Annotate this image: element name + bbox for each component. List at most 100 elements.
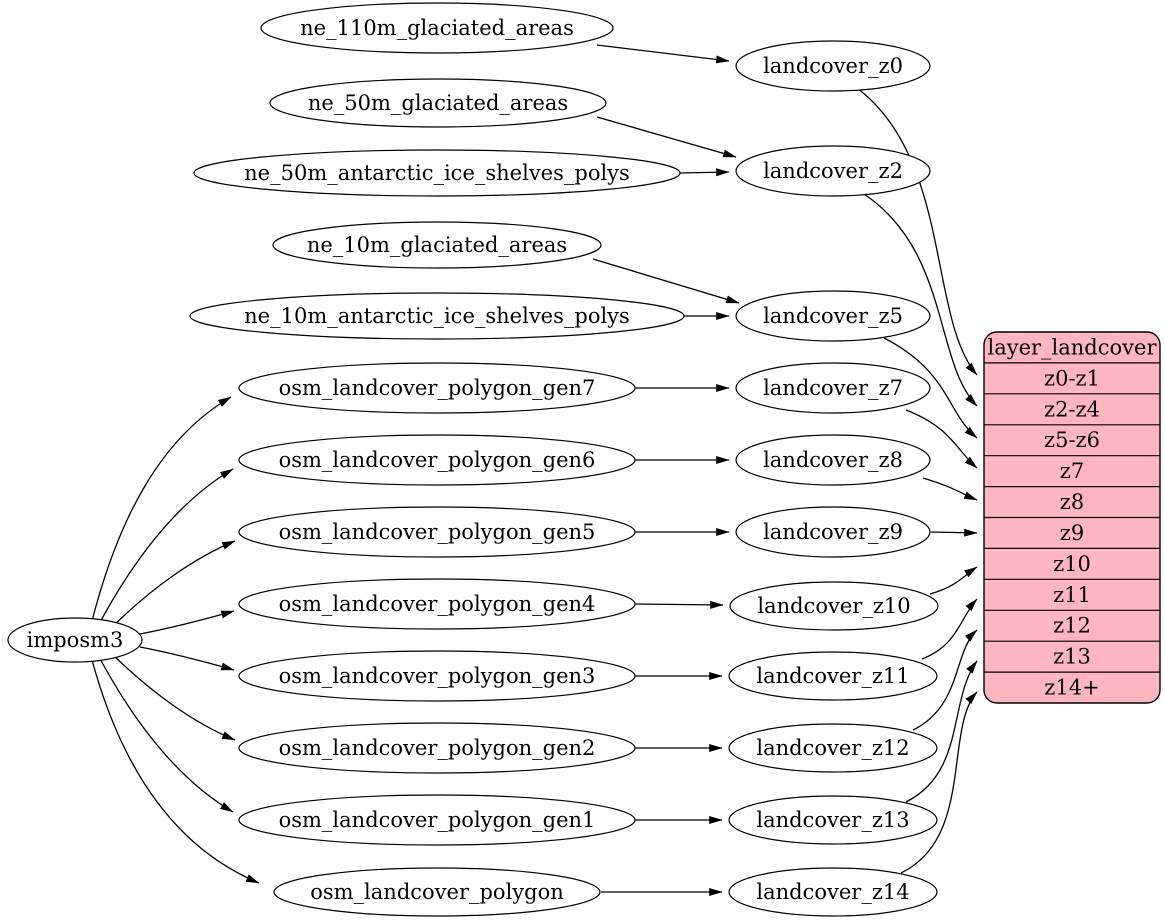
node-osm_landcover_polygon_gen3: osm_landcover_polygon_gen3	[238, 650, 636, 702]
node-landcover_z0: landcover_z0	[735, 40, 931, 92]
edge-z12-row	[912, 629, 978, 731]
node-ne_10m_glaciated_areas: ne_10m_glaciated_areas	[272, 221, 602, 269]
node-shape	[728, 651, 938, 701]
node-label: landcover_z7	[763, 376, 903, 400]
edge-z2-row	[863, 193, 978, 407]
table-row-z5-z6: z5-z6	[1044, 428, 1100, 452]
node-label: imposm3	[27, 628, 124, 652]
node-label: osm_landcover_polygon_gen4	[279, 592, 596, 616]
node-osm_landcover_polygon_gen7: osm_landcover_polygon_gen7	[238, 362, 636, 414]
edge-z14-row	[900, 691, 978, 874]
edge-imposm3-gen7	[91, 396, 232, 622]
node-shape	[238, 506, 636, 558]
node-shape	[260, 2, 614, 54]
edge-imposm3-polygon	[91, 659, 260, 884]
edge-z11-row	[921, 598, 978, 660]
edge-z10-row	[929, 566, 978, 595]
node-label: landcover_z9	[763, 520, 903, 544]
node-osm_landcover_polygon_gen6: osm_landcover_polygon_gen6	[238, 434, 636, 486]
node-label: landcover_z12	[756, 736, 909, 760]
node-shape	[735, 434, 931, 486]
node-osm_landcover_polygon: osm_landcover_polygon	[273, 867, 601, 917]
node-label: osm_landcover_polygon	[310, 880, 564, 904]
node-landcover_z2: landcover_z2	[735, 145, 931, 197]
node-shape	[238, 434, 636, 486]
node-ne_50m_glaciated_areas: ne_50m_glaciated_areas	[269, 78, 607, 128]
edge-gen4-z10	[634, 600, 724, 609]
node-landcover_z8: landcover_z8	[735, 434, 931, 486]
node-label: osm_landcover_polygon_gen2	[279, 736, 596, 760]
table-row-z0-z1: z0-z1	[1044, 366, 1100, 390]
node-label: osm_landcover_polygon_gen1	[279, 808, 596, 832]
node-osm_landcover_polygon_gen1: osm_landcover_polygon_gen1	[238, 794, 636, 846]
table-row-z9: z9	[1060, 521, 1084, 545]
node-label: ne_50m_antarctic_ice_shelves_polys	[244, 161, 630, 185]
node-ne_10m_antarctic_ice_shelves_polys: ne_10m_antarctic_ice_shelves_polys	[189, 292, 685, 340]
node-ne_50m_antarctic_ice_shelves_polys: ne_50m_antarctic_ice_shelves_polys	[193, 149, 681, 197]
table-row-z13: z13	[1053, 645, 1091, 669]
edge-imposm3-gen2	[107, 649, 236, 741]
table-row-z12: z12	[1053, 614, 1091, 638]
node-label: osm_landcover_polygon_gen7	[279, 376, 596, 400]
node-label: ne_10m_glaciated_areas	[307, 233, 567, 257]
node-shape	[189, 292, 685, 340]
node-shape	[238, 794, 636, 846]
edge-z5-row	[883, 337, 978, 439]
node-shape	[273, 867, 601, 917]
table-row-z11: z11	[1053, 583, 1091, 607]
node-shape	[735, 40, 931, 92]
node-shape	[735, 362, 931, 414]
node-label: ne_10m_antarctic_ice_shelves_polys	[244, 304, 630, 328]
table-row-z10: z10	[1053, 552, 1091, 576]
node-landcover_z10: landcover_z10	[729, 581, 939, 631]
edge-ne110m-z0	[596, 44, 730, 64]
edge-layer	[91, 44, 978, 896]
node-label: landcover_z13	[756, 808, 909, 832]
node-label: osm_landcover_polygon_gen3	[279, 664, 596, 688]
edge-ne50m-glaciated-z2	[596, 116, 737, 158]
node-shape	[238, 362, 636, 414]
edge-z7-row	[905, 409, 978, 469]
node-shape	[193, 149, 681, 197]
node-shape	[735, 290, 931, 342]
node-landcover_z9: landcover_z9	[735, 506, 931, 558]
node-shape	[238, 722, 636, 774]
table-row-z14plus: z14+	[1044, 676, 1099, 700]
edge-z0-row	[856, 87, 978, 376]
node-label: osm_landcover_polygon_gen6	[279, 448, 596, 472]
node-label: landcover_z11	[756, 664, 909, 688]
node-osm_landcover_polygon_gen5: osm_landcover_polygon_gen5	[238, 506, 636, 558]
node-label: landcover_z14	[756, 880, 909, 904]
node-label: landcover_z8	[763, 448, 903, 472]
node-label: ne_50m_glaciated_areas	[308, 91, 568, 115]
table-row-z2-z4: z2-z4	[1044, 397, 1100, 421]
node-osm_landcover_polygon_gen4: osm_landcover_polygon_gen4	[238, 578, 636, 630]
node-label: landcover_z0	[763, 54, 903, 78]
node-osm_landcover_polygon_gen2: osm_landcover_polygon_gen2	[238, 722, 636, 774]
table-row-z7: z7	[1060, 459, 1084, 483]
node-shape	[729, 581, 939, 631]
node-shape	[7, 617, 143, 663]
edge-z8-row	[922, 477, 978, 501]
edge-z13-row	[905, 660, 978, 803]
edge-imposm3-gen4	[139, 610, 235, 635]
edge-imposm3-gen6	[97, 468, 234, 627]
node-landcover_z14: landcover_z14	[728, 867, 938, 917]
node-shape	[269, 78, 607, 128]
edge-ne10m-glaciated-z5	[592, 258, 740, 304]
node-shape	[728, 723, 938, 773]
node-shape	[735, 145, 931, 197]
node-shape	[272, 221, 602, 269]
node-landcover_z7: landcover_z7	[735, 362, 931, 414]
edge-imposm3-gen3	[139, 646, 235, 671]
edge-imposm3-gen5	[107, 540, 236, 632]
table-row-z8: z8	[1060, 490, 1084, 514]
node-landcover_z13: landcover_z13	[728, 795, 938, 845]
node-landcover_z5: landcover_z5	[735, 290, 931, 342]
edge-ne50m-antarctic-z2	[679, 168, 730, 177]
node-shape	[238, 578, 636, 630]
node-label: ne_110m_glaciated_areas	[300, 16, 574, 40]
node-label: osm_landcover_polygon_gen5	[279, 520, 596, 544]
node-landcover_z12: landcover_z12	[728, 723, 938, 773]
